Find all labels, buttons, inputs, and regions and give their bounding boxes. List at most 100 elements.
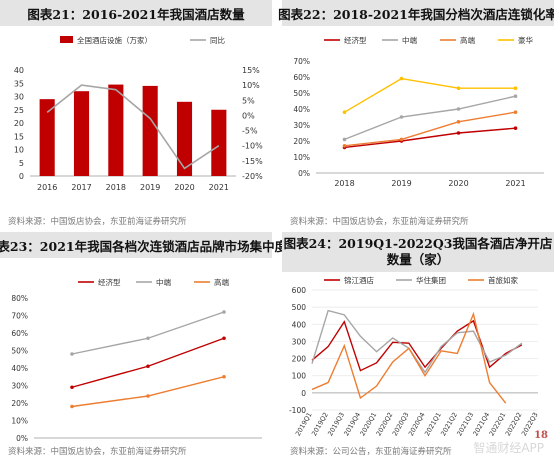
y-tick-label: 50% — [11, 347, 28, 356]
chart-title: 图表22：2018-2021年我国分档次酒店连锁化率 — [278, 0, 554, 26]
data-point — [222, 374, 226, 379]
series-line-yoy — [46, 84, 220, 170]
series-line — [344, 127, 516, 149]
y-tick-label: 30% — [11, 382, 28, 391]
y-tick-label: 10 — [14, 146, 24, 155]
x-tick-label: 2020 — [448, 179, 468, 188]
y-tick-label: 35 — [14, 79, 24, 88]
data-point — [513, 86, 518, 90]
y-tick-label: 500 — [292, 303, 307, 312]
y-tick-label: 10% — [11, 417, 28, 426]
legend-label: 锦江酒店 — [344, 275, 374, 285]
y2-tick-label: -15% — [242, 157, 263, 166]
series-line — [344, 111, 516, 147]
legend-label: 全国酒店设施（万家） — [77, 35, 152, 45]
y-tick-label: 40% — [293, 105, 310, 114]
series-line — [311, 311, 507, 404]
chart-source: 资料来源：中国饭店协会，东亚前海证券研究所 — [290, 217, 469, 227]
legend-label: 高端 — [214, 277, 229, 287]
data-point — [456, 107, 461, 111]
y-tick-label: 600 — [292, 286, 307, 295]
legend-label: 中端 — [156, 277, 171, 287]
chart-title: 图表24：2019Q1-2022Q3我国各酒店净开店数量（家） — [282, 232, 554, 272]
y-tick-label: 300 — [292, 337, 307, 346]
bar — [211, 109, 227, 176]
series-line — [311, 319, 523, 372]
data-point — [342, 110, 347, 114]
chart-source: 资料来源：公司公告，东亚前海证券研究所 — [290, 447, 452, 457]
data-point — [222, 336, 226, 341]
chart-title: 图表21：2016-2021年我国酒店数量 — [0, 0, 272, 26]
y-tick-label: 70% — [11, 312, 28, 321]
y-tick-label: 20 — [14, 119, 24, 128]
chart-panel-concentration: 图表23：2021年我国各档次连锁酒店品牌市场集中度 经济型 中端 高端 0% 10% 2… — [0, 232, 287, 461]
series-line — [344, 95, 516, 141]
data-point — [513, 126, 518, 130]
chart-panel-chain-rate: 图表22：2018-2021年我国分档次酒店连锁化率 经济型 中端 高端 豪华 0% 10… — [278, 0, 554, 230]
y-tick-label: 20% — [11, 399, 28, 408]
chart-panel-hotel-count: 图表21：2016-2021年我国酒店数量 全国酒店设施（万家） 同比 0 5 10 15… — [0, 0, 272, 230]
y2-tick-label: 0% — [242, 111, 255, 120]
x-tick-label: 2016 — [37, 183, 57, 192]
y-tick-label: 60% — [11, 329, 28, 338]
y2-tick-label: -10% — [242, 142, 263, 151]
data-point — [399, 137, 404, 142]
x-tick-label: CR10 — [213, 444, 234, 445]
y-tick-label: 0% — [16, 434, 28, 443]
data-point — [222, 310, 226, 314]
x-tick-label: 2019 — [140, 183, 160, 192]
legend-label: 经济型 — [344, 35, 367, 45]
y-tick-label: 25 — [14, 106, 24, 115]
y-tick-label: -100 — [289, 406, 306, 415]
chart-source: 资料来源：中国饭店协会，东亚前海证券研究所 — [8, 217, 187, 227]
y-tick-label: 0 — [301, 389, 306, 398]
legend-label: 豪华 — [518, 35, 533, 45]
data-point — [70, 352, 74, 356]
y-tick-label: 5 — [19, 159, 24, 168]
line-chart-concentration: 经济型 中端 高端 0% 10% 20% 30% 40% 50% 60% 70% 80% CR3 CR5 C… — [11, 277, 262, 445]
data-point — [146, 394, 150, 398]
legend-label: 首旅如家 — [488, 275, 518, 285]
series-line — [344, 77, 516, 113]
x-tick-label: 2017 — [71, 183, 91, 192]
data-point — [70, 385, 74, 390]
x-tick-label: 2021 — [209, 183, 229, 192]
data-point — [146, 364, 150, 369]
x-tick-label: 2018 — [106, 183, 126, 192]
x-tick-label: 2021 — [505, 179, 525, 188]
bar — [73, 91, 90, 176]
y-tick-label: 100 — [292, 372, 307, 381]
data-point — [399, 115, 404, 119]
chart-panel-net-openings: 图表24：2019Q1-2022Q3我国各酒店净开店数量（家） 锦江酒店 华住集团… — [282, 232, 554, 461]
chart-source: 资料来源：中国饭店协会，东亚前海证券研究所 — [8, 447, 187, 457]
y-tick-label: 0 — [19, 172, 24, 181]
data-point — [342, 137, 347, 142]
data-point — [342, 144, 347, 148]
y-tick-label: 40% — [11, 364, 28, 373]
x-tick-label: CR5 — [140, 444, 156, 445]
x-tick-label: 2018 — [334, 179, 354, 188]
y-tick-label: 50% — [293, 89, 310, 98]
chart-title: 图表23：2021年我国各档次连锁酒店品牌市场集中度 — [0, 232, 287, 258]
legend-swatch — [60, 36, 73, 43]
legend-label: 华住集团 — [416, 275, 446, 285]
bar-line-chart-hotel-count: 全国酒店设施（万家） 同比 0 5 10 15 20 25 30 35 40 -20% -15% -10%… — [14, 35, 263, 192]
x-tick-label: 2020 — [174, 183, 194, 192]
y-tick-label: 30% — [293, 121, 310, 130]
page-number: 18 — [534, 430, 548, 441]
y2-tick-label: 10% — [242, 81, 260, 90]
data-point — [399, 76, 404, 81]
y2-tick-label: -20% — [242, 172, 263, 181]
y-tick-label: 60% — [293, 73, 310, 82]
line-chart-chain-rate: 经济型 中端 高端 豪华 0% 10% 20% 30% 40% 50% 60% 70% 2018 2019… — [293, 35, 544, 188]
bar — [142, 85, 158, 176]
y-tick-label: 20% — [293, 137, 310, 146]
legend-label: 高端 — [460, 35, 475, 45]
data-point — [456, 131, 461, 135]
data-point — [513, 94, 518, 98]
y-tick-label: 15 — [14, 132, 24, 141]
y-tick-label: 200 — [292, 355, 307, 364]
y-tick-label: 10% — [293, 153, 310, 162]
y2-tick-label: 5% — [242, 96, 255, 105]
series-line — [311, 309, 523, 374]
